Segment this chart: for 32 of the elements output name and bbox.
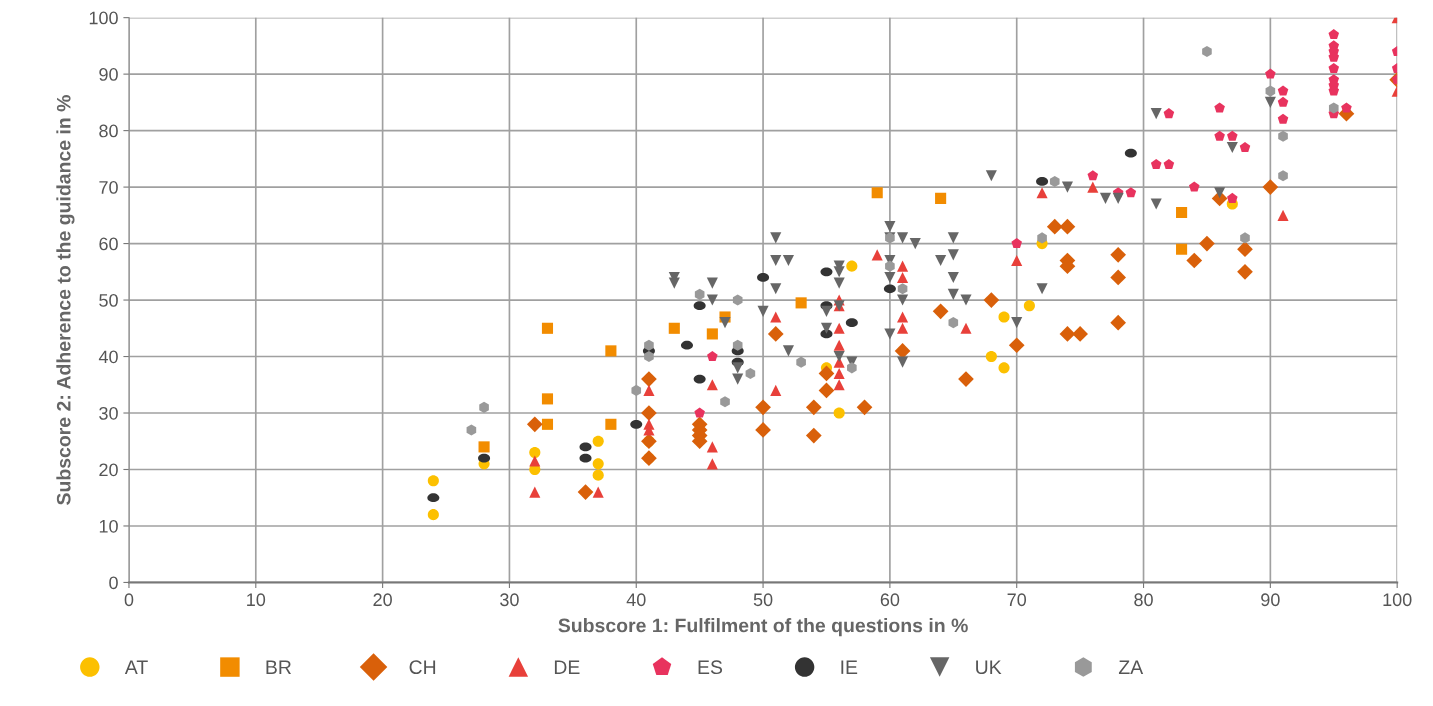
- legend-label: IE: [841, 660, 858, 674]
- y-tick-label: 30: [99, 406, 118, 420]
- x-axis-title: Subscore 1: Fulfilment of the questions in %: [558, 618, 968, 637]
- y-tick-label: 20: [99, 463, 118, 477]
- y-tick-label: 10: [99, 519, 118, 533]
- y-axis-title: Subscore 2: Adherence to the guidance in %: [56, 95, 75, 505]
- legend-label: BR: [266, 660, 292, 674]
- x-tick-label: 50: [753, 593, 773, 607]
- x-tick-label: 90: [1261, 593, 1280, 607]
- legend-label: DE: [554, 660, 580, 674]
- y-tick-label: 50: [99, 293, 118, 307]
- y-tick-label: 80: [99, 124, 118, 138]
- y-tick-label: 70: [99, 181, 118, 194]
- legend-label: ZA: [1118, 660, 1144, 674]
- y-tick-label: 100: [89, 11, 118, 25]
- legend-label: ES: [698, 660, 723, 675]
- legend-label: UK: [976, 660, 1002, 675]
- y-tick-label: 0: [109, 576, 118, 590]
- y-tick-label: 60: [99, 237, 118, 251]
- x-tick-label: 70: [1007, 593, 1027, 607]
- legend-label: AT: [124, 660, 148, 674]
- x-tick-label: 20: [373, 593, 392, 607]
- x-tick-label: 40: [626, 593, 646, 607]
- x-tick-label: 10: [247, 593, 266, 607]
- x-tick-label: 30: [500, 593, 519, 607]
- y-tick-label: 90: [99, 68, 118, 81]
- x-tick-label: 60: [880, 593, 900, 607]
- legend-label: CH: [409, 660, 436, 675]
- y-tick-label: 40: [98, 350, 118, 364]
- x-tick-label: 100: [1383, 593, 1412, 607]
- x-tick-label: 0: [124, 593, 134, 607]
- x-tick-label: 80: [1134, 593, 1153, 607]
